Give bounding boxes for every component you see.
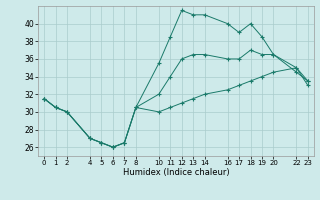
X-axis label: Humidex (Indice chaleur): Humidex (Indice chaleur) [123, 168, 229, 177]
